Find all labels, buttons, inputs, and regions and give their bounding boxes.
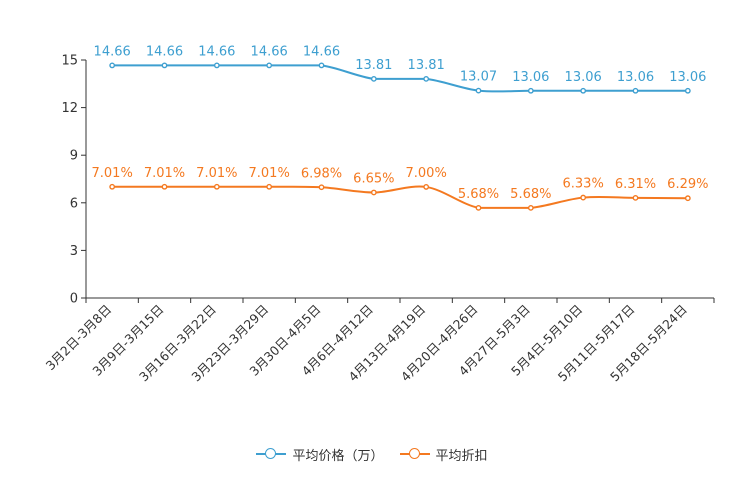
series-group: 14.66 14.66 14.66 14.66 14.66 13.81 13.81 13.07… (92, 44, 708, 211)
data-point (684, 87, 691, 94)
data-point (161, 62, 168, 69)
series-line (112, 185, 688, 209)
data-point (161, 183, 168, 190)
data-point (423, 75, 430, 82)
data-point (580, 194, 587, 201)
legend[interactable]: 平均价格（万） 平均折扣 (0, 444, 744, 464)
data-point (632, 87, 639, 94)
data-point (213, 62, 220, 69)
data-point (109, 183, 116, 190)
data-label: 13.06 (669, 70, 706, 85)
legend-item-avg-price[interactable]: 平均价格（万） (256, 445, 384, 464)
data-point (370, 189, 377, 196)
legend-item-avg-discount[interactable]: 平均折扣 (399, 445, 488, 464)
y-tick-label: 15 (61, 54, 78, 69)
data-label: 5.68% (510, 187, 551, 202)
y-axis-ticks: 0 3 6 9 12 15 (61, 54, 86, 307)
data-label: 7.01% (196, 166, 237, 181)
data-point (527, 87, 534, 94)
data-label: 14.66 (146, 44, 183, 59)
y-tick-label: 12 (61, 101, 78, 116)
data-label: 6.33% (563, 177, 604, 192)
data-point (318, 62, 325, 69)
data-point (423, 184, 430, 190)
data-label: 5.68% (458, 187, 499, 202)
data-point (632, 194, 639, 201)
data-label: 6.31% (615, 177, 656, 192)
data-label: 6.65% (353, 171, 394, 186)
series-avg-discount: 7.01% 7.01% 7.01% 7.01% 6.98% 6.65% 7.00% 5.68%… (92, 166, 708, 211)
data-point (266, 183, 273, 190)
x-axis-ticks: 3月2日-3月8日3月9日-3月15日3月16日-3月22日3月23日-3月29… (43, 298, 715, 384)
data-point (213, 183, 220, 190)
data-point (370, 75, 377, 82)
data-label: 13.06 (617, 70, 654, 85)
legend-label-avg-discount: 平均折扣 (435, 448, 488, 464)
data-point (109, 62, 116, 69)
data-point (266, 62, 273, 69)
y-tick-label: 0 (70, 292, 78, 307)
data-point (527, 204, 534, 211)
series-line (112, 64, 688, 93)
data-point (684, 195, 691, 202)
data-label: 13.81 (355, 58, 392, 73)
data-point (580, 87, 587, 94)
y-tick-label: 6 (70, 196, 78, 211)
line-marker-icon (399, 448, 430, 460)
line-marker-icon (256, 448, 287, 460)
data-label: 13.07 (460, 70, 497, 85)
data-point (475, 204, 482, 211)
data-label: 14.66 (251, 44, 288, 59)
legend-label-avg-price: 平均价格（万） (292, 448, 384, 464)
data-label: 6.98% (301, 166, 342, 181)
y-tick-label: 3 (70, 244, 78, 259)
data-label: 7.01% (249, 166, 290, 181)
data-label: 14.66 (94, 44, 131, 59)
data-point (318, 184, 325, 191)
data-label: 14.66 (198, 44, 235, 59)
data-label: 13.06 (565, 70, 602, 85)
data-label: 6.29% (667, 177, 708, 192)
data-label: 7.00% (406, 166, 447, 181)
data-point (475, 87, 482, 94)
data-label: 7.01% (92, 166, 133, 181)
data-label: 14.66 (303, 44, 340, 59)
series-avg-price: 14.66 14.66 14.66 14.66 14.66 13.81 13.81 13.07… (94, 44, 706, 94)
y-tick-label: 9 (70, 149, 78, 164)
data-label: 13.06 (512, 70, 549, 85)
data-label: 13.81 (408, 58, 445, 73)
data-label: 7.01% (144, 166, 185, 181)
